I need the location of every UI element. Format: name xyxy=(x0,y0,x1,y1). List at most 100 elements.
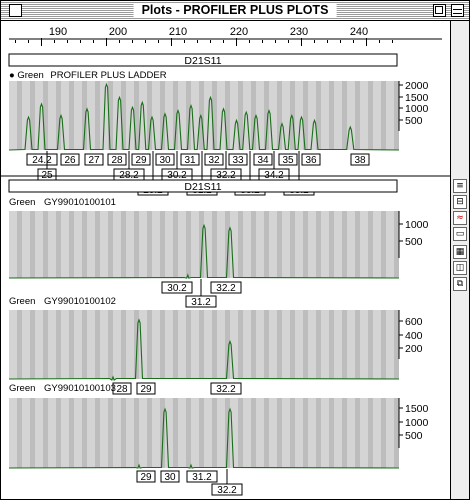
allele-box[interactable] xyxy=(210,281,242,294)
dye-label: ● Green xyxy=(9,70,44,81)
y-axis: 1500 1000 500 xyxy=(398,398,429,448)
allele-box[interactable] xyxy=(26,153,58,166)
allele-label: 26 xyxy=(64,155,76,166)
allele-box[interactable] xyxy=(136,470,156,483)
allele-box[interactable] xyxy=(161,281,193,294)
bin-stripe xyxy=(264,81,269,150)
bin-stripe xyxy=(30,398,35,468)
allele-box[interactable] xyxy=(107,153,127,166)
bin-stripe xyxy=(212,211,217,278)
bin-stripe xyxy=(199,211,204,278)
bin-stripe xyxy=(212,398,217,468)
bin-stripe xyxy=(82,398,87,468)
allele-box[interactable] xyxy=(204,153,224,166)
y-tick-label: 500 xyxy=(405,115,423,127)
marker-bar[interactable] xyxy=(8,179,398,193)
tile-panes-icon[interactable]: ◫ xyxy=(453,261,467,275)
allele-label: 32.2 xyxy=(216,283,236,294)
bin-stripe xyxy=(160,310,165,379)
notes-icon[interactable]: ▭ xyxy=(453,227,467,241)
allele-box[interactable] xyxy=(228,153,248,166)
bin-stripe xyxy=(30,81,35,150)
allele-box[interactable] xyxy=(160,470,180,483)
bin-stripe xyxy=(212,81,217,150)
allele-box[interactable] xyxy=(253,153,273,166)
bin-stripe xyxy=(160,211,165,278)
bin-stripe xyxy=(316,211,321,278)
zoom-out-icon[interactable]: ⊟ xyxy=(453,195,467,209)
bin-stripe xyxy=(329,211,334,278)
allele-box[interactable] xyxy=(155,153,175,166)
allele-box[interactable] xyxy=(211,483,243,496)
sample-name: GY99010100103 xyxy=(44,383,116,394)
allele-box[interactable] xyxy=(60,153,80,166)
allele-label: 29 xyxy=(140,384,152,395)
ladder-pane[interactable]: D21S11 ● Green PROFILER PLUS LADDER 2000… xyxy=(8,53,429,196)
zoom-box-icon[interactable] xyxy=(433,4,446,17)
y-axis: 600 400 200 xyxy=(398,310,423,359)
ruler-tick-label: 220 xyxy=(230,26,248,38)
bin-stripe xyxy=(225,211,230,278)
bin-stripe xyxy=(108,211,113,278)
bin-stripe xyxy=(277,81,282,150)
allele-box[interactable] xyxy=(112,382,132,395)
bin-stripe xyxy=(394,211,399,278)
allele-box[interactable] xyxy=(180,153,200,166)
ruler-tick-label: 190 xyxy=(49,26,67,38)
bin-stripe xyxy=(381,310,386,379)
allele-box[interactable] xyxy=(131,153,151,166)
bin-stripe xyxy=(329,398,334,468)
bin-stripe xyxy=(290,310,295,379)
sample-pane-2[interactable]: Green GY99010100102 600 400 200 28 29 32.2 xyxy=(8,296,423,395)
title-bar[interactable]: Plots - PROFILER PLUS PLOTS xyxy=(1,1,469,21)
bin-stripe xyxy=(199,310,204,379)
allele-box[interactable] xyxy=(136,382,156,395)
y-tick-label: 1500 xyxy=(405,403,429,415)
bin-stripe xyxy=(134,81,139,150)
allele-box[interactable] xyxy=(278,153,298,166)
bin-stripe xyxy=(355,81,360,150)
bin-stripe xyxy=(108,310,113,379)
allele-box[interactable] xyxy=(185,295,217,308)
arrange-icon[interactable]: ⧉ xyxy=(453,277,467,291)
bin-stripe xyxy=(173,310,178,379)
bin-stripe xyxy=(355,398,360,468)
sample-pane-1[interactable]: D21S11 Green GY99010100101 1000 500 30.2… xyxy=(8,179,429,308)
y-tick-label: 600 xyxy=(405,316,423,328)
allele-box[interactable] xyxy=(186,470,218,483)
overlay-trace-icon[interactable]: ≈ xyxy=(453,211,467,225)
sample-label: ● Green PROFILER PLUS LADDER xyxy=(9,70,167,81)
allele-box[interactable] xyxy=(84,153,104,166)
bin-stripe xyxy=(277,310,282,379)
bin-stripe xyxy=(368,398,373,468)
bin-stripe xyxy=(225,81,230,150)
y-tick-label: 1000 xyxy=(405,219,429,231)
bin-stripe xyxy=(134,211,139,278)
bin-stripe xyxy=(251,81,256,150)
bin-stripe xyxy=(238,310,243,379)
allele-label: 32.2 xyxy=(217,485,237,496)
sample-trace xyxy=(8,318,400,381)
allele-box[interactable] xyxy=(210,382,242,395)
sample-pane-3[interactable]: Green GY99010100103 1500 1000 500 29 30 31… xyxy=(8,383,429,496)
allele-box[interactable] xyxy=(301,153,321,166)
bin-stripe xyxy=(121,310,126,379)
y-tick-label: 500 xyxy=(405,430,423,442)
bin-stripe xyxy=(251,211,256,278)
bin-stripe xyxy=(147,310,152,379)
allele-label: 33 xyxy=(232,155,244,166)
grid-table-icon[interactable]: ▦ xyxy=(453,245,467,259)
bin-stripe xyxy=(303,81,308,150)
close-box-icon[interactable] xyxy=(9,4,22,17)
menu-lines-icon[interactable]: ≡ xyxy=(453,179,467,193)
bin-stripe xyxy=(82,81,87,150)
allele-label: 31.2 xyxy=(191,297,211,308)
collapse-box-icon[interactable] xyxy=(451,4,464,17)
bin-stripe xyxy=(277,398,282,468)
bin-stripe xyxy=(17,81,22,150)
allele-label: 28 xyxy=(116,384,128,395)
allele-box[interactable] xyxy=(350,153,370,166)
bin-stripe xyxy=(43,81,48,150)
bin-stripe xyxy=(56,211,61,278)
marker-bar[interactable] xyxy=(8,53,398,67)
